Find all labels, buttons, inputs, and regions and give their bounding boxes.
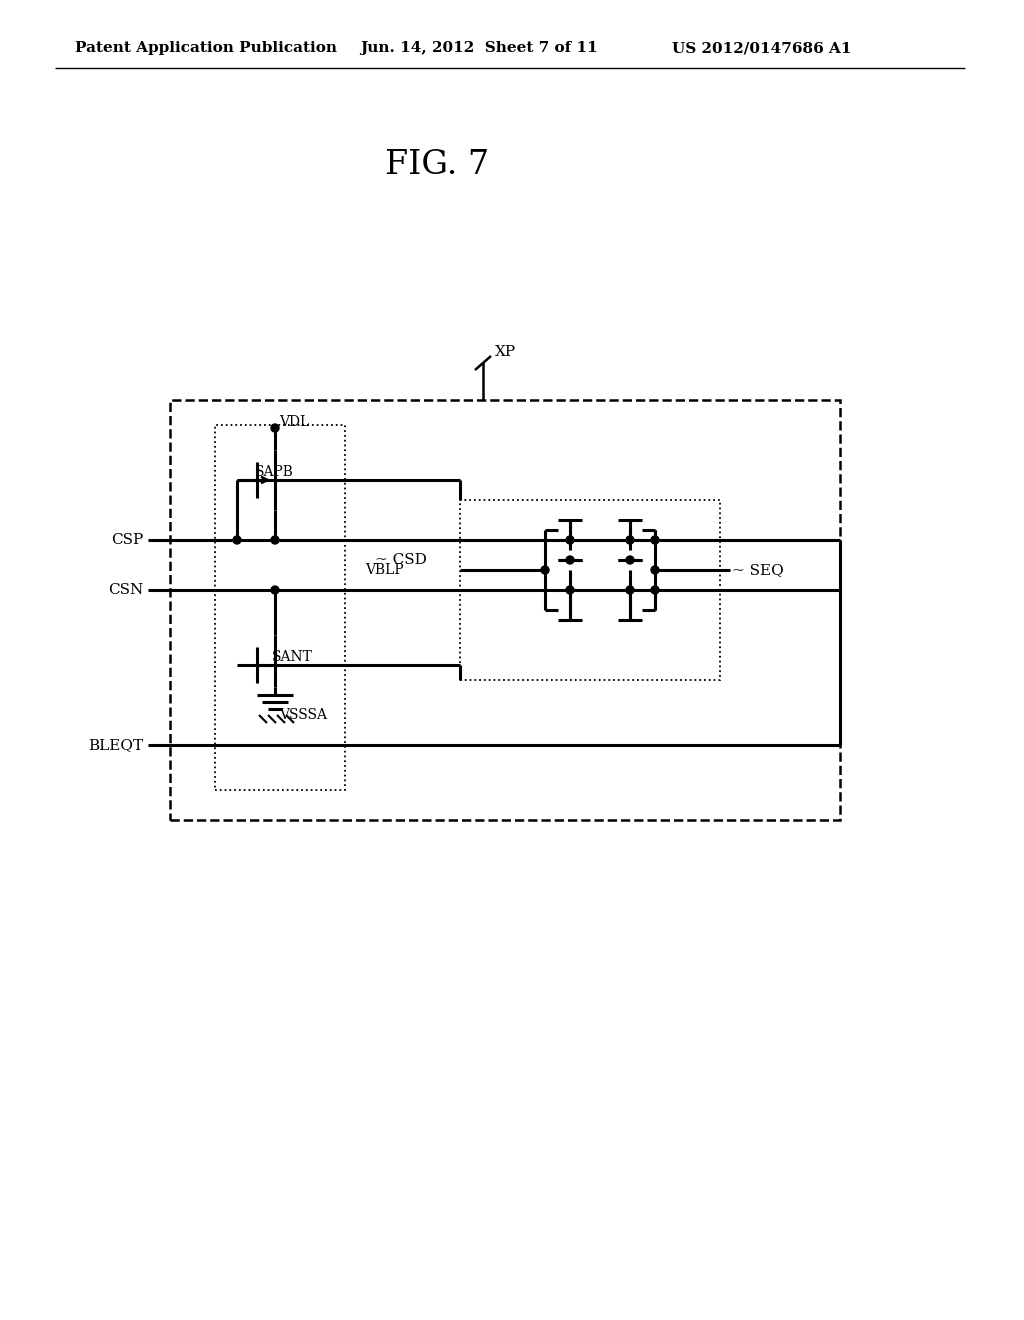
Circle shape <box>651 566 659 574</box>
Circle shape <box>566 536 574 544</box>
Text: Patent Application Publication: Patent Application Publication <box>75 41 337 55</box>
Text: VDL: VDL <box>279 414 309 429</box>
Text: VBLP: VBLP <box>365 564 403 577</box>
Circle shape <box>271 424 279 432</box>
Bar <box>460 500 720 680</box>
Circle shape <box>651 536 659 544</box>
Circle shape <box>626 536 634 544</box>
Circle shape <box>233 536 241 544</box>
Circle shape <box>271 586 279 594</box>
Text: BLEQT: BLEQT <box>88 738 143 752</box>
Text: US 2012/0147686 A1: US 2012/0147686 A1 <box>672 41 852 55</box>
Text: CSN: CSN <box>108 583 143 597</box>
Circle shape <box>651 586 659 594</box>
Circle shape <box>271 536 279 544</box>
Text: CSP: CSP <box>111 533 143 546</box>
Bar <box>170 400 840 820</box>
Circle shape <box>566 556 574 564</box>
Circle shape <box>626 556 634 564</box>
Circle shape <box>541 566 549 574</box>
Text: SAPB: SAPB <box>255 465 294 479</box>
Text: ~ SEQ: ~ SEQ <box>732 564 783 577</box>
Bar <box>215 425 345 789</box>
Circle shape <box>626 586 634 594</box>
Text: VSSSA: VSSSA <box>279 708 327 722</box>
Text: FIG. 7: FIG. 7 <box>385 149 489 181</box>
Text: SANT: SANT <box>272 649 313 664</box>
Circle shape <box>566 586 574 594</box>
Text: XP: XP <box>495 345 516 359</box>
Text: ~ CSD: ~ CSD <box>375 553 427 568</box>
Text: Jun. 14, 2012  Sheet 7 of 11: Jun. 14, 2012 Sheet 7 of 11 <box>360 41 598 55</box>
